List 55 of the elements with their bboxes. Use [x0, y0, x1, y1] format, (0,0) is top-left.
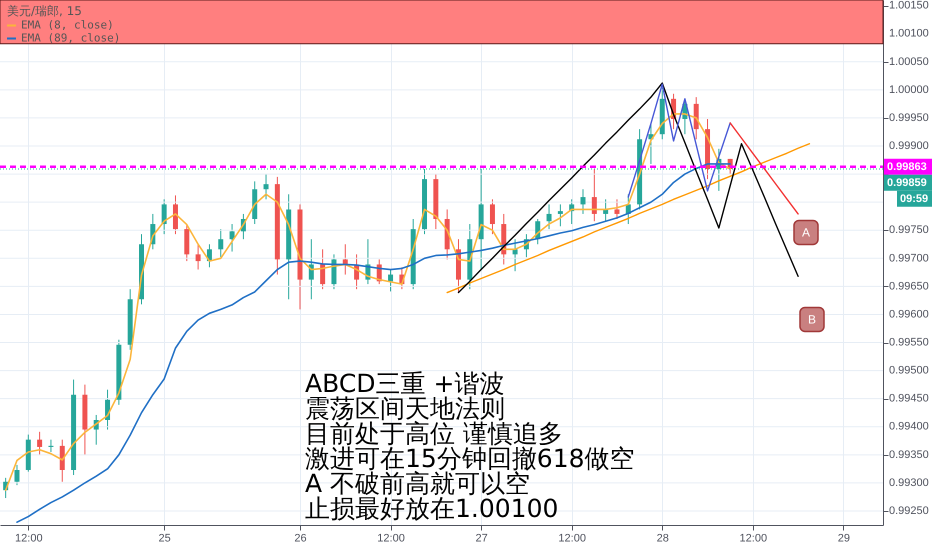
y-tick-label: 0.99350	[889, 448, 929, 461]
y-tick-label: 0.99950	[889, 112, 929, 124]
candlestick	[264, 174, 269, 200]
y-tick-label: 1.00150	[889, 0, 929, 12]
annotation: B	[808, 312, 816, 326]
y-tick-label: 0.99750	[889, 224, 929, 236]
candlestick	[196, 244, 201, 270]
y-tick-label: 0.99400	[889, 420, 929, 433]
y-tick-label: 0.99900	[889, 140, 929, 152]
chart-title: 美元/瑞郎, 15	[7, 4, 82, 18]
y-tick-label: 0.99450	[889, 392, 929, 405]
y-tick-label: 0.99250	[889, 504, 929, 517]
y-tick-label: 0.99650	[889, 280, 929, 292]
candlestick	[218, 228, 224, 258]
legend-label: EMA (8, close)	[21, 18, 114, 32]
ref-line-label: 0.99859	[887, 176, 927, 189]
x-tick-label: 27	[475, 532, 488, 544]
ref-line-label: 0.99863	[887, 160, 927, 173]
candlestick	[580, 188, 586, 214]
text: 09:59	[900, 192, 928, 205]
candlestick	[14, 464, 20, 486]
y-tick-label: 1.00100	[889, 28, 929, 40]
legend-label: EMA (89, close)	[21, 32, 120, 44]
candlestick	[546, 204, 552, 230]
line-series	[729, 122, 799, 215]
y-tick-label: 0.99300	[889, 476, 929, 489]
candlestick	[388, 269, 394, 292]
candlestick	[48, 439, 54, 453]
x-tick-label: 12:00	[377, 532, 405, 544]
x-tick-label: 12:00	[740, 532, 768, 544]
candlestick	[490, 198, 495, 235]
annotation: A	[802, 225, 810, 240]
x-tick-label: 28	[656, 532, 669, 544]
annotation: 目前处于高位 谨慎追多	[305, 419, 563, 448]
line-series	[628, 84, 731, 198]
y-tick-label: 0.99600	[889, 308, 929, 320]
x-tick-label: 26	[294, 532, 307, 544]
x-tick-label: 29	[838, 532, 850, 544]
x-tick-label: 12:00	[15, 532, 43, 544]
candlestick	[592, 168, 597, 222]
candlestick	[37, 431, 42, 456]
y-tick-label: 0.99500	[889, 364, 929, 377]
y-tick-label: 0.99700	[889, 252, 929, 264]
candlestick	[320, 248, 326, 290]
x-tick-label: 25	[158, 532, 171, 544]
candlestick	[512, 238, 518, 272]
y-tick-label: 0.99550	[889, 336, 929, 349]
line-series	[458, 82, 799, 294]
line-series	[446, 143, 810, 294]
y-tick-label: 1.00050	[889, 56, 929, 68]
x-tick-label: 12:00	[558, 532, 586, 544]
candlestick	[614, 198, 620, 220]
candlestick	[558, 204, 563, 227]
y-tick-label: 1.00000	[889, 84, 929, 96]
candlestick	[230, 224, 235, 252]
